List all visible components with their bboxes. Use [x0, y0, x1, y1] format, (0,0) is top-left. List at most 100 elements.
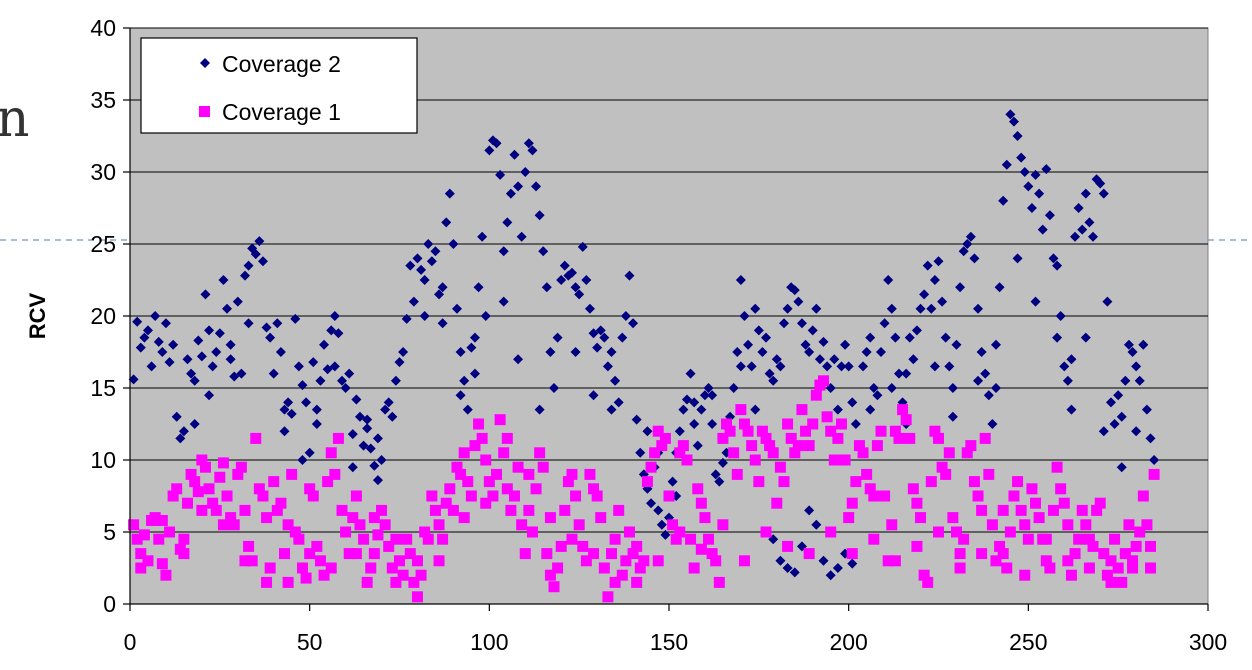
data-point-coverage-2: [444, 188, 455, 199]
data-point-coverage-1: [203, 483, 215, 495]
data-point-coverage-2: [606, 404, 617, 415]
data-point-coverage-1: [156, 558, 168, 570]
data-point-coverage-2: [275, 347, 286, 357]
data-point-coverage-2: [193, 335, 204, 346]
data-point-coverage-2: [689, 397, 700, 408]
data-point-coverage-1: [753, 476, 765, 488]
data-point-coverage-1: [588, 483, 600, 495]
data-point-coverage-2: [624, 270, 635, 281]
data-point-coverage-1: [329, 468, 341, 480]
data-point-coverage-1: [516, 519, 528, 531]
data-point-coverage-2: [1048, 253, 1059, 264]
data-point-coverage-2: [865, 332, 876, 343]
data-point-coverage-1: [638, 555, 650, 567]
data-point-coverage-1: [609, 576, 621, 588]
data-point-coverage-1: [379, 519, 391, 531]
data-point-coverage-1: [325, 562, 337, 574]
data-point-coverage-1: [419, 526, 431, 538]
data-point-coverage-2: [911, 325, 922, 336]
data-point-coverage-2: [858, 361, 869, 372]
y-tick-label: 25: [90, 231, 116, 257]
data-point-coverage-2: [886, 383, 897, 393]
data-point-coverage-1: [376, 504, 388, 516]
data-point-coverage-2: [771, 354, 782, 365]
data-point-coverage-1: [857, 447, 869, 459]
y-tick-label: 0: [103, 591, 116, 617]
data-point-coverage-2: [559, 260, 570, 271]
data-point-coverage-2: [1127, 347, 1138, 357]
data-point-coverage-2: [588, 390, 599, 401]
data-point-coverage-1: [756, 425, 768, 437]
data-point-coverage-1: [225, 512, 237, 524]
data-point-coverage-2: [922, 260, 933, 271]
data-point-coverage-1: [717, 519, 729, 531]
data-point-coverage-1: [983, 468, 995, 480]
data-point-coverage-1: [649, 447, 661, 459]
data-point-coverage-1: [825, 526, 837, 538]
data-point-coverage-1: [958, 533, 970, 545]
data-point-coverage-1: [282, 519, 294, 531]
data-point-coverage-1: [1047, 504, 1059, 516]
data-point-coverage-1: [383, 540, 395, 552]
data-point-coverage-2: [951, 339, 962, 350]
data-point-coverage-2: [236, 368, 247, 379]
data-point-coverage-2: [606, 347, 617, 357]
data-point-coverage-2: [739, 311, 750, 321]
data-point-coverage-1: [1148, 468, 1160, 480]
data-point-coverage-1: [275, 497, 287, 509]
data-point-coverage-1: [767, 447, 779, 459]
data-point-coverage-2: [390, 375, 401, 386]
data-point-coverage-2: [703, 383, 714, 393]
data-point-coverage-2: [628, 318, 639, 329]
data-point-coverage-2: [268, 368, 279, 379]
data-point-coverage-1: [1109, 533, 1121, 545]
data-point-coverage-2: [1066, 404, 1077, 415]
data-point-coverage-2: [132, 316, 143, 327]
data-point-coverage-2: [1012, 253, 1023, 264]
data-point-coverage-1: [861, 468, 873, 480]
data-point-coverage-2: [175, 433, 186, 444]
data-point-coverage-1: [332, 432, 344, 444]
data-point-coverage-1: [1022, 533, 1034, 545]
data-point-coverage-1: [681, 454, 693, 466]
data-point-coverage-1: [1019, 519, 1031, 531]
data-point-coverage-2: [376, 455, 387, 465]
data-point-coverage-2: [340, 383, 351, 393]
data-point-coverage-1: [566, 468, 578, 480]
data-point-coverage-2: [556, 275, 567, 285]
data-point-coverage-1: [1040, 533, 1052, 545]
data-point-coverage-1: [1044, 562, 1056, 574]
data-point-coverage-1: [613, 504, 625, 516]
data-point-coverage-1: [217, 519, 229, 531]
data-point-coverage-2: [782, 563, 793, 573]
data-point-coverage-1: [1087, 540, 1099, 552]
x-tick-label: 100: [470, 629, 508, 655]
data-point-coverage-2: [354, 411, 365, 422]
data-point-coverage-1: [1098, 548, 1110, 560]
data-point-coverage-1: [562, 476, 574, 488]
data-point-coverage-2: [1077, 224, 1088, 235]
data-point-coverage-1: [293, 533, 305, 545]
data-point-coverage-1: [738, 555, 750, 567]
data-point-coverage-2: [710, 469, 721, 480]
data-point-coverage-2: [667, 476, 678, 487]
data-point-coverage-1: [1065, 569, 1077, 581]
data-point-coverage-1: [968, 476, 980, 488]
data-point-coverage-1: [954, 548, 966, 560]
data-point-coverage-1: [609, 533, 621, 545]
data-point-coverage-1: [1062, 555, 1074, 567]
data-point-coverage-1: [717, 432, 729, 444]
data-point-coverage-2: [139, 332, 150, 343]
series-coverage-2: [128, 109, 1160, 581]
data-point-coverage-1: [695, 543, 707, 555]
data-point-coverage-1: [1008, 490, 1020, 502]
data-point-coverage-1: [631, 576, 643, 588]
data-point-coverage-1: [235, 461, 247, 473]
x-tick-label: 250: [1009, 629, 1047, 655]
data-point-coverage-1: [318, 569, 330, 581]
data-point-coverage-1: [498, 447, 510, 459]
data-point-coverage-2: [1116, 462, 1127, 473]
data-point-coverage-2: [789, 567, 800, 578]
data-point-coverage-1: [774, 461, 786, 473]
data-point-coverage-1: [871, 440, 883, 452]
